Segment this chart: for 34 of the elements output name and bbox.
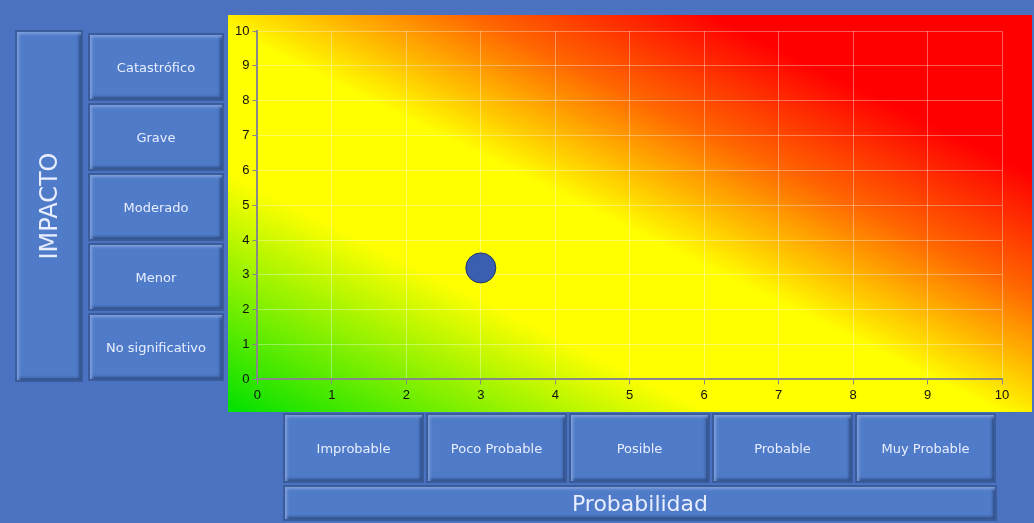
text: Menor [88, 243, 224, 311]
y-tick-label: 3 [242, 266, 250, 282]
text: Improbable [283, 413, 424, 483]
x-tick-label: 10 [994, 386, 1010, 402]
text: Grave [88, 103, 224, 171]
text: Muy Probable [855, 413, 996, 483]
y-tick-label: 7 [242, 127, 250, 143]
text: Probable [712, 413, 853, 483]
y-tick-label: 10 [234, 22, 250, 38]
x-tick-label: 7 [775, 386, 783, 402]
x-tick-label: 5 [626, 386, 634, 402]
y-tick-label: 2 [242, 301, 250, 317]
y-tick-label: 6 [242, 161, 250, 177]
x-tick-label: 0 [253, 386, 262, 402]
y-tick-label: 0 [242, 370, 250, 386]
text: Moderado [88, 173, 224, 241]
text: No significativo [88, 313, 224, 381]
x-tick-label: 9 [923, 386, 932, 402]
x-tick-label: 6 [700, 386, 708, 402]
text: Catastrófico [88, 33, 224, 101]
y-tick-label: 9 [242, 57, 250, 73]
x-tick-label: 1 [328, 386, 336, 402]
y-tick-label: 5 [242, 196, 250, 212]
y-tick-label: 1 [242, 336, 250, 352]
x-tick-label: 4 [551, 386, 559, 402]
x-tick-label: 3 [477, 386, 485, 402]
text: Posible [569, 413, 710, 483]
x-axis-title: Probabilidad [283, 485, 997, 521]
x-tick-label: 2 [402, 386, 410, 402]
x-tick-label: 8 [849, 386, 857, 402]
y-tick-label: 8 [242, 92, 250, 108]
text: IMPACTO [35, 152, 63, 260]
y-tick-label: 4 [242, 231, 250, 247]
text: Poco Probable [426, 413, 567, 483]
